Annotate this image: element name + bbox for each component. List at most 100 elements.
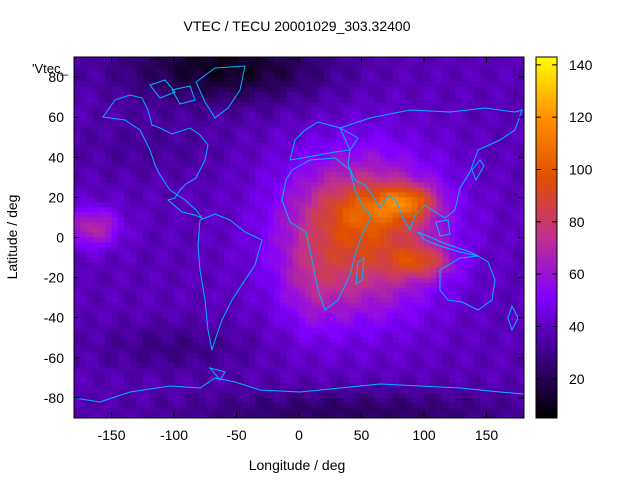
heatmap-cell xyxy=(511,237,519,244)
heatmap-cell xyxy=(511,77,519,83)
heatmap-cell xyxy=(380,207,388,214)
heatmap-cell xyxy=(374,277,381,284)
heatmap-cell xyxy=(274,177,281,183)
heatmap-cell xyxy=(224,382,231,389)
heatmap-cell xyxy=(505,222,513,229)
heatmap-cell xyxy=(517,277,524,284)
heatmap-cell xyxy=(336,397,344,404)
heatmap-cell xyxy=(467,387,475,394)
heatmap-cell xyxy=(517,137,524,143)
heatmap-cell xyxy=(242,242,250,249)
heatmap-cell xyxy=(267,82,275,88)
heatmap-cell xyxy=(224,237,231,244)
heatmap-cell xyxy=(86,247,94,254)
heatmap-cell xyxy=(436,97,444,103)
heatmap-cell xyxy=(474,262,481,269)
heatmap-cell xyxy=(449,77,456,83)
heatmap-cell xyxy=(292,232,300,239)
heatmap-cell xyxy=(436,177,444,183)
heatmap-cell xyxy=(499,197,506,203)
heatmap-cell xyxy=(492,197,500,203)
heatmap-cell xyxy=(336,87,344,93)
heatmap-cell xyxy=(311,217,319,224)
heatmap-cell xyxy=(211,347,219,354)
heatmap-cell xyxy=(267,262,275,269)
heatmap-cell xyxy=(467,352,475,359)
heatmap-cell xyxy=(449,122,456,128)
heatmap-cell xyxy=(342,257,350,264)
heatmap-cell xyxy=(355,297,363,304)
heatmap-cell xyxy=(217,77,225,83)
heatmap-cell xyxy=(180,112,188,118)
heatmap-cell xyxy=(224,272,231,279)
heatmap-cell xyxy=(517,177,524,183)
heatmap-cell xyxy=(149,152,156,158)
heatmap-cell xyxy=(392,187,400,193)
heatmap-cell xyxy=(180,322,188,329)
heatmap-cell xyxy=(467,257,475,264)
heatmap-cell xyxy=(386,332,394,339)
heatmap-cell xyxy=(499,307,506,314)
heatmap-cell xyxy=(486,397,494,404)
heatmap-cell xyxy=(336,217,344,224)
heatmap-cell xyxy=(124,222,131,229)
heatmap-cell xyxy=(505,207,513,214)
heatmap-cell xyxy=(311,57,319,63)
heatmap-cell xyxy=(499,202,506,209)
heatmap-cell xyxy=(186,262,194,269)
heatmap-cell xyxy=(386,87,394,93)
heatmap-cell xyxy=(211,177,219,183)
heatmap-cell xyxy=(317,327,325,334)
heatmap-cell xyxy=(430,317,438,324)
heatmap-cell xyxy=(230,387,238,394)
heatmap-cell xyxy=(342,327,350,334)
heatmap-cell xyxy=(399,107,406,113)
heatmap-cell xyxy=(417,192,425,198)
heatmap-cell xyxy=(486,177,494,183)
heatmap-cell xyxy=(74,117,81,123)
heatmap-cell xyxy=(224,112,231,118)
heatmap-cell xyxy=(386,177,394,183)
heatmap-cell xyxy=(480,117,488,123)
heatmap-cell xyxy=(474,392,481,399)
heatmap-cell xyxy=(242,337,250,344)
heatmap-cell xyxy=(505,97,513,103)
heatmap-cell xyxy=(124,172,131,178)
heatmap-cell xyxy=(305,332,313,339)
heatmap-cell xyxy=(511,92,519,98)
heatmap-cell xyxy=(467,232,475,239)
heatmap-cell xyxy=(180,392,188,399)
heatmap-cell xyxy=(517,257,524,264)
heatmap-cell xyxy=(236,252,244,259)
heatmap-cell xyxy=(249,322,256,329)
heatmap-cell xyxy=(499,132,506,138)
heatmap-cell xyxy=(161,352,169,359)
heatmap-cell xyxy=(124,372,131,379)
heatmap-cell xyxy=(292,172,300,178)
heatmap-cell xyxy=(417,262,425,269)
heatmap-cell xyxy=(324,157,331,163)
heatmap-cell xyxy=(111,92,119,98)
heatmap-cell xyxy=(217,392,225,399)
heatmap-cell xyxy=(230,272,238,279)
heatmap-cell xyxy=(461,207,469,214)
heatmap-cell xyxy=(486,117,494,123)
heatmap-cell xyxy=(224,142,231,148)
heatmap-cell xyxy=(205,77,213,83)
heatmap-cell xyxy=(517,202,524,209)
heatmap-cell xyxy=(330,102,338,108)
heatmap-cell xyxy=(355,62,363,68)
heatmap-cell xyxy=(499,322,506,329)
heatmap-cell xyxy=(111,317,119,324)
heatmap-cell xyxy=(124,237,131,244)
heatmap-cell xyxy=(342,142,350,148)
heatmap-cell xyxy=(355,67,363,73)
heatmap-cell xyxy=(336,237,344,244)
heatmap-cell xyxy=(374,182,381,188)
heatmap-cell xyxy=(130,287,138,294)
heatmap-cell xyxy=(105,327,113,334)
heatmap-cell xyxy=(311,132,319,138)
heatmap-cell xyxy=(305,322,313,329)
heatmap-cell xyxy=(80,257,88,264)
heatmap-cell xyxy=(86,307,94,314)
